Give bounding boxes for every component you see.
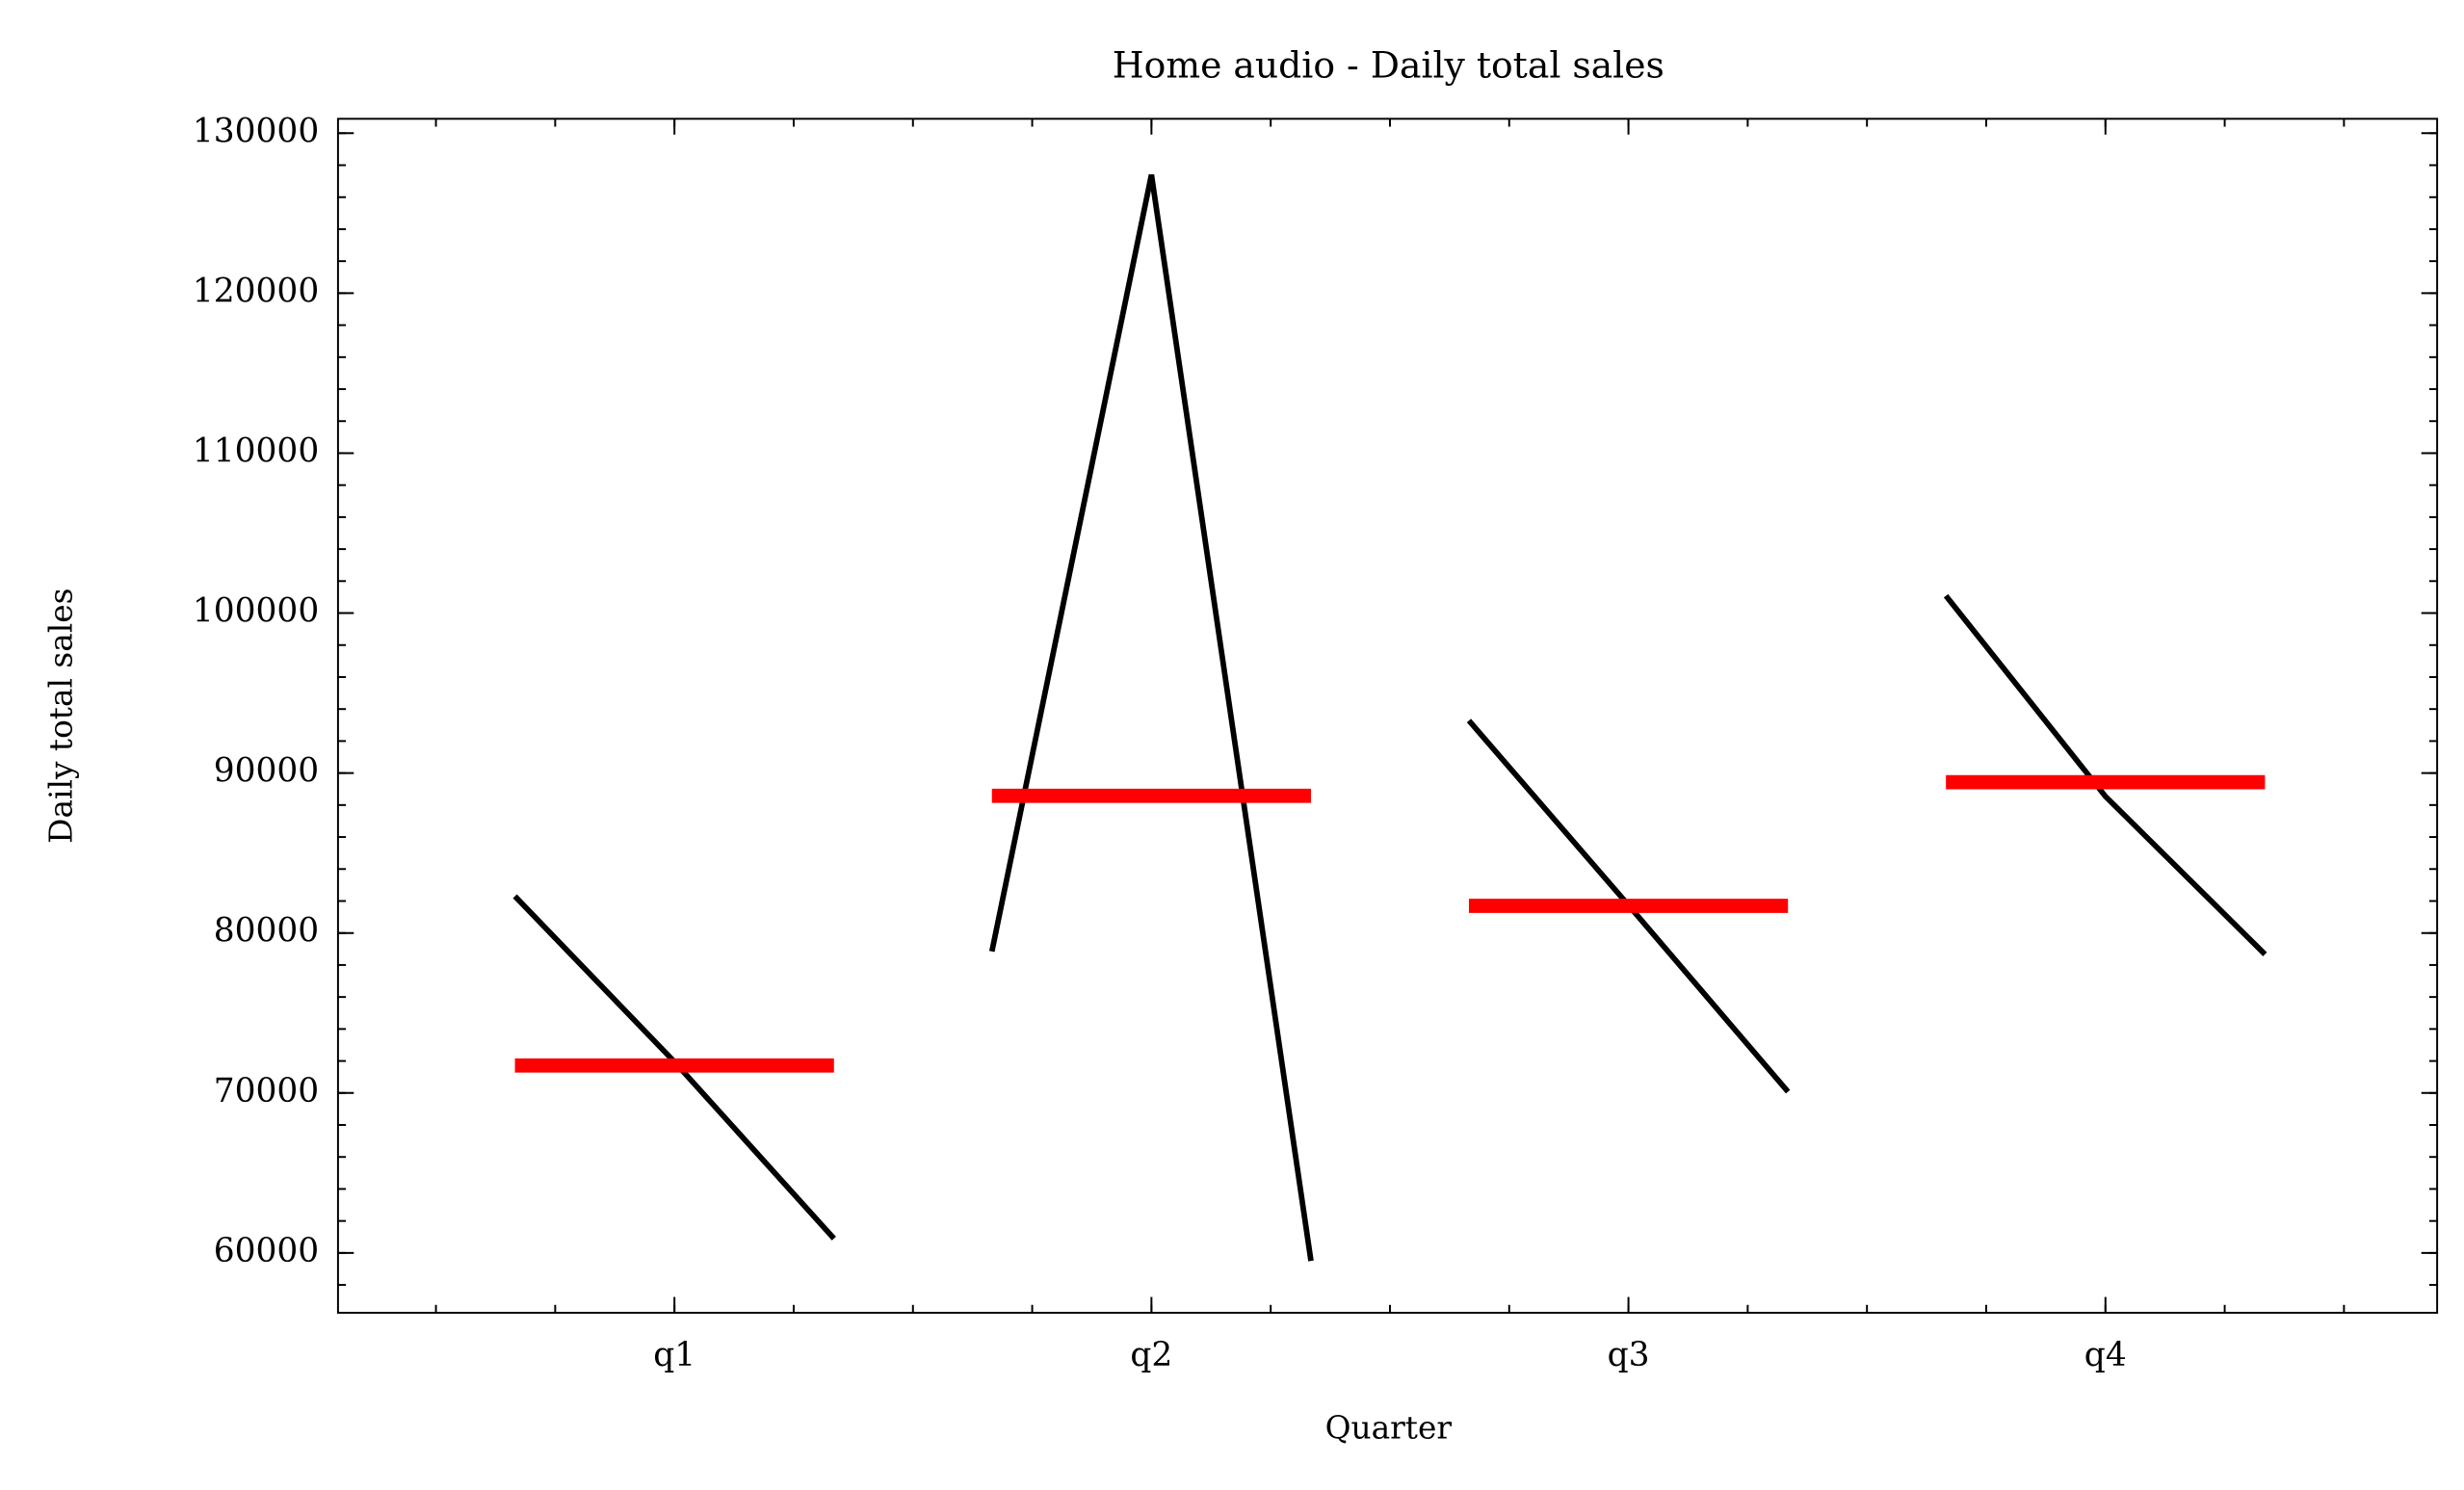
y-tick-label: 130000 <box>193 112 319 150</box>
y-tick-label: 60000 <box>214 1232 320 1270</box>
subseries-line <box>1943 593 2267 956</box>
x-tick-label: q4 <box>2084 1336 2127 1374</box>
chart-title: Home audio - Daily total sales <box>1113 43 1665 86</box>
y-tick-label: 120000 <box>193 272 319 310</box>
subseries-line <box>988 173 1314 1262</box>
y-tick-label: 90000 <box>214 752 320 791</box>
y-axis-label: Daily total sales <box>43 588 80 843</box>
y-tick-label: 100000 <box>193 592 319 631</box>
x-tick-label: q3 <box>1608 1336 1650 1374</box>
x-tick-label: q1 <box>653 1336 695 1374</box>
y-tick-label: 80000 <box>214 912 320 951</box>
plot-frame <box>336 118 2439 1314</box>
x-axis-label: Quarter <box>1325 1409 1453 1446</box>
x-tick-label: q2 <box>1130 1336 1172 1374</box>
y-tick-label: 110000 <box>193 431 319 470</box>
y-tick-label: 70000 <box>214 1072 320 1111</box>
